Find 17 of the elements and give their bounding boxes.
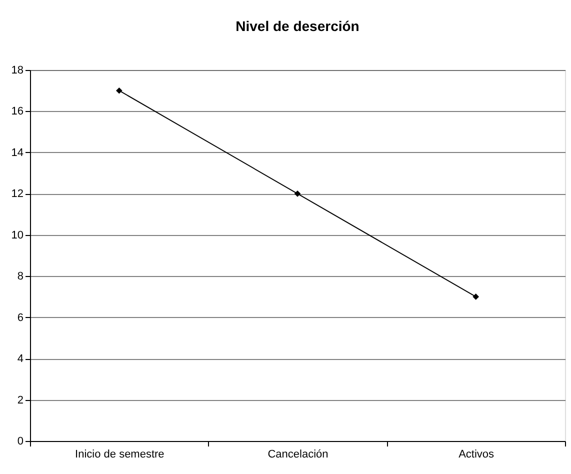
point xyxy=(116,87,122,94)
x-tick-label: Cancelación xyxy=(268,448,328,460)
y-tick-label: 2 xyxy=(17,394,24,406)
y-tick-label: 12 xyxy=(11,188,24,200)
y-tick-label: 6 xyxy=(17,312,24,324)
x-tick-label: Inicio de semestre xyxy=(75,448,164,460)
chart-title: Nivel de deserción xyxy=(236,18,360,34)
y-tick-label: 8 xyxy=(17,270,24,283)
y-tick-label: 14 xyxy=(11,146,24,159)
y-tick-label: 10 xyxy=(11,229,24,242)
x-tick-label: Activos xyxy=(458,448,495,460)
y-tick-label: 18 xyxy=(11,64,24,76)
y-tick-label: 0 xyxy=(17,436,24,448)
y-tick-label: 4 xyxy=(17,353,24,366)
y-tick-label: 16 xyxy=(11,106,24,118)
point xyxy=(472,294,479,300)
point xyxy=(294,190,301,197)
